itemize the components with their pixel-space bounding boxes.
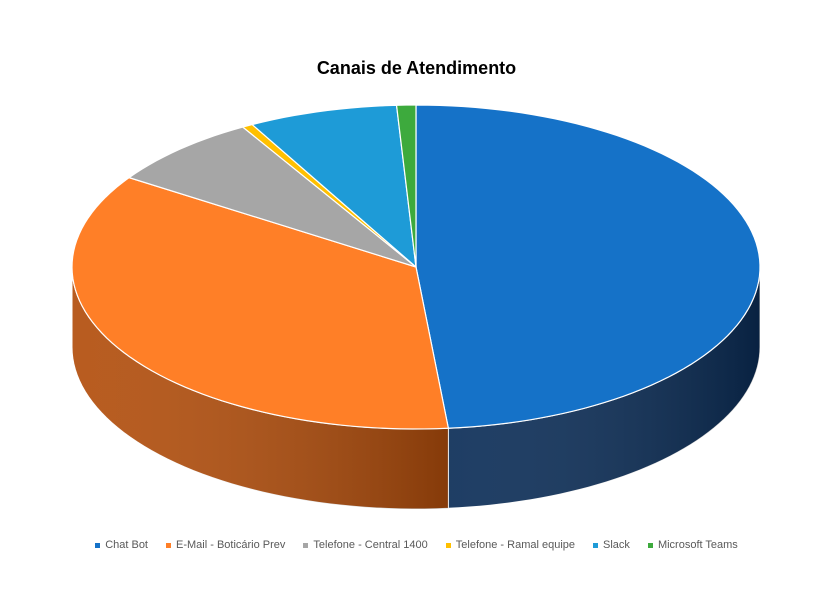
legend-label: Slack [603,539,630,551]
pie-slice-e-mail-boticario-prev[interactable] [71,177,449,430]
legend-item-slack[interactable]: Slack [593,539,630,551]
legend-label: Microsoft Teams [657,539,738,551]
pie-slice-telefone-central-1400[interactable] [128,126,417,268]
chart-title: Canais de Atendimento [316,58,517,78]
legend-swatch [445,542,451,548]
legend-swatch [647,542,653,548]
legend-item-chat-bot[interactable]: Chat Bot [95,539,148,551]
pie-slice-chat-bot[interactable] [415,104,761,429]
pie-sides [71,266,761,510]
legend-swatch [303,542,309,548]
legend-item-telefone-central[interactable]: Telefone - Central 1400 [303,539,428,551]
legend-swatch [166,542,171,548]
legend-item-email[interactable]: E-Mail - Boticário Prev [166,539,285,551]
pie-slices [71,104,761,430]
legend-label: E-Mail - Boticário Prev [176,539,286,551]
pie-side-shade [448,267,760,509]
pie-side-shade [72,267,449,509]
legend-item-microsoft-teams[interactable]: Microsoft Teams [647,539,738,551]
pie-slice-slack[interactable] [251,104,417,268]
legend-label: Telefone - Ramal equipe [455,539,576,551]
pie-slice-microsoft-teams[interactable] [395,104,417,268]
legend-item-telefone-ramal[interactable]: Telefone - Ramal equipe [445,539,576,551]
legend-label: Chat Bot [105,539,148,551]
legend-swatch [95,542,101,548]
legend: Chat Bot E-Mail - Boticário Prev Telefon… [0,539,833,551]
legend-label: Telefone - Central 1400 [313,539,428,551]
legend-swatch [593,542,599,548]
